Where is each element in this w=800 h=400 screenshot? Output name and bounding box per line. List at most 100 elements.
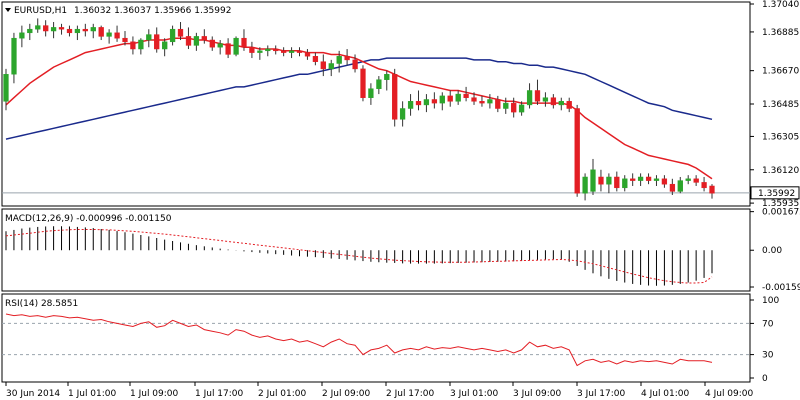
- candle-body: [193, 36, 200, 46]
- candle-body: [138, 39, 144, 50]
- candle-body: [98, 27, 104, 37]
- ma-slow-line: [5, 57, 713, 140]
- candle-body: [146, 34, 152, 41]
- candle-body: [288, 50, 295, 53]
- rsi-panel-frame: [1, 293, 751, 383]
- candle-body: [598, 176, 604, 185]
- candle-body: [526, 90, 533, 106]
- candle-body: [273, 48, 279, 52]
- candle-body: [209, 39, 215, 48]
- price-y-tick-label: 1.36485: [762, 100, 799, 110]
- candle-body: [241, 37, 247, 48]
- candle-body: [534, 90, 541, 102]
- candle-body: [709, 185, 715, 194]
- x-tick-label: 1 Jul 09:00: [130, 389, 179, 399]
- candle-body: [590, 169, 596, 192]
- candle-body: [328, 63, 334, 70]
- candle-body: [225, 43, 231, 55]
- x-tick-label: 2 Jul 09:00: [322, 389, 371, 399]
- candle-body: [360, 68, 366, 98]
- candle-body: [630, 178, 636, 181]
- candle-body: [653, 178, 660, 181]
- candle-body: [384, 74, 390, 80]
- rsi-y-tick-label: 0: [762, 374, 768, 384]
- candle-body: [542, 97, 549, 102]
- candle-body: [162, 41, 168, 50]
- price-y-tick-label: 1.37040: [762, 0, 799, 10]
- candle-body: [447, 95, 453, 102]
- rsi-label: RSI(14) 28.5851: [5, 299, 78, 309]
- candle-body: [550, 97, 557, 106]
- x-tick-label: 4 Jul 01:00: [641, 389, 690, 399]
- candle-body: [336, 56, 342, 64]
- candle-body: [217, 43, 223, 48]
- axis-layer: 1.37040 1.36885 1.36670 1.36485 1.36305 1.361…: [5, 0, 800, 399]
- candle-body: [677, 180, 683, 192]
- candle-body: [90, 27, 96, 32]
- candle-body: [392, 74, 398, 120]
- x-tick-label: 3 Jul 01:00: [450, 389, 499, 399]
- candle-body: [606, 176, 612, 185]
- ohlc-label: 1.36032 1.36037 1.35966 1.35992: [74, 6, 231, 16]
- current-price-label: 1.35992: [758, 189, 795, 199]
- x-tick-label: 3 Jul 09:00: [513, 389, 562, 399]
- price-y-tick-label: 1.36305: [762, 132, 799, 142]
- candle-body: [249, 46, 255, 53]
- candle-body: [130, 41, 136, 50]
- candle-body: [106, 32, 112, 37]
- candle-body: [511, 102, 517, 113]
- candle-body: [35, 25, 41, 30]
- macd-y-tick-label: 0.00: [762, 246, 782, 256]
- candle-body: [455, 93, 461, 102]
- candle-body: [3, 74, 9, 102]
- rsi-y-tick-label: 70: [762, 319, 774, 329]
- candle-body: [177, 28, 184, 37]
- candle-body: [19, 32, 25, 39]
- candle-body: [582, 176, 588, 194]
- price-panel-frame: [1, 1, 751, 207]
- candle-body: [574, 108, 580, 194]
- x-tick-label: 2 Jul 01:00: [258, 389, 307, 399]
- price-y-tick-label: 1.36885: [762, 28, 799, 38]
- candle-body: [82, 28, 88, 32]
- x-tick-label: 30 Jun 2014: [6, 389, 60, 399]
- candle-body: [431, 99, 438, 104]
- price-y-tick-label: 1.36670: [762, 67, 799, 77]
- candle-body: [701, 182, 707, 189]
- candle-body: [645, 176, 652, 181]
- candle-body: [423, 99, 430, 106]
- candle-body: [368, 88, 374, 98]
- candle-body: [233, 37, 239, 55]
- candle-body: [471, 97, 477, 102]
- candle-body: [11, 37, 17, 75]
- ma-fast-line: [5, 37, 713, 180]
- candle-body: [463, 93, 469, 98]
- candle-body: [614, 176, 620, 189]
- candle-body: [376, 79, 382, 89]
- candle-body: [503, 102, 509, 109]
- candle-body: [201, 36, 207, 41]
- candle-body: [669, 183, 676, 192]
- candle-body: [50, 27, 57, 32]
- candle-body: [154, 34, 160, 50]
- macd-y-tick-label: -0.001594: [762, 283, 800, 293]
- x-tick-label: 1 Jul 01:00: [68, 389, 117, 399]
- candle-body: [518, 104, 525, 113]
- candle-body: [415, 101, 422, 106]
- candle-body: [685, 178, 691, 181]
- dropdown-triangle-icon[interactable]: [5, 8, 11, 12]
- candle-body: [320, 61, 326, 70]
- candle-body: [43, 25, 49, 32]
- symbol-label: EURUSD,H1: [14, 6, 67, 16]
- x-tick-label: 3 Jul 17:00: [577, 389, 626, 399]
- candle-body: [281, 50, 287, 53]
- macd-signal-line: [5, 229, 713, 284]
- candle-body: [637, 176, 644, 181]
- x-tick-label: 4 Jul 09:00: [705, 389, 754, 399]
- candle-body: [114, 32, 120, 39]
- rsi-line: [5, 313, 713, 367]
- candle-body: [479, 101, 485, 104]
- candle-body: [622, 178, 628, 189]
